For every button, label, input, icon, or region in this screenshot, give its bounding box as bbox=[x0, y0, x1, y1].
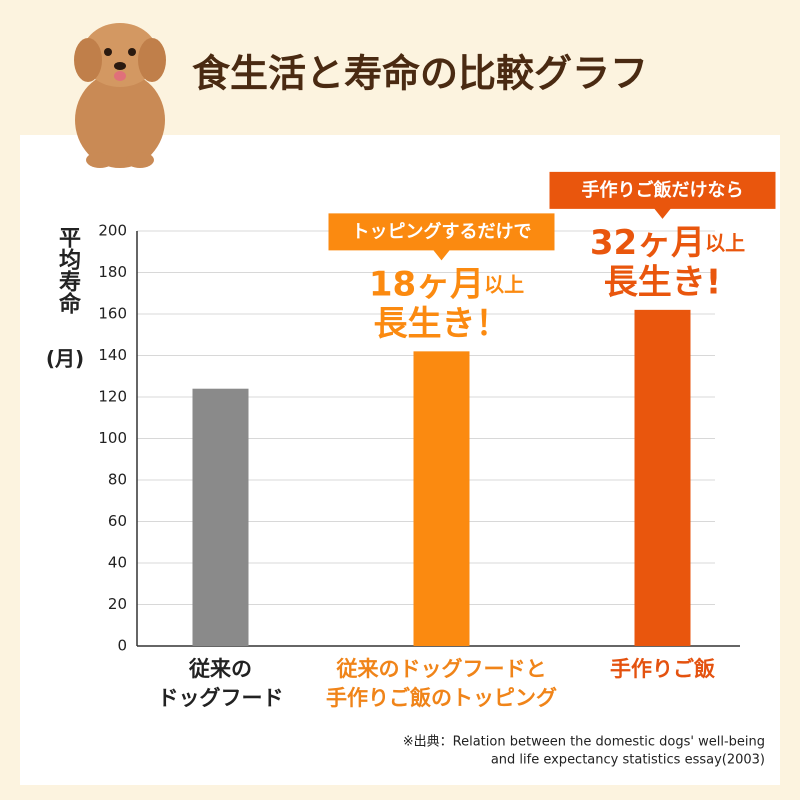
callout-headline: 長生き！ bbox=[374, 304, 510, 344]
x-tick-label: 従来の bbox=[188, 657, 252, 681]
y-tick-label: 140 bbox=[98, 346, 127, 364]
source-note: and life expectancy statistics essay(200… bbox=[491, 753, 765, 768]
y-tick-label: 180 bbox=[98, 263, 127, 281]
callout-box bbox=[328, 213, 555, 261]
callout-number: 32ヶ月 bbox=[590, 222, 705, 262]
chart-title: 食生活と寿命の比較グラフ bbox=[192, 52, 648, 96]
y-tick-label: 100 bbox=[98, 429, 127, 447]
callout-headline: 32ヶ月以上 bbox=[590, 222, 745, 262]
source-note: ※出典：Relation between the domestic dogs' … bbox=[403, 735, 765, 750]
bar bbox=[413, 351, 470, 646]
y-tick-label: 200 bbox=[98, 222, 127, 240]
callout-box bbox=[549, 171, 776, 219]
y-tick-label: 60 bbox=[108, 512, 127, 530]
x-tick-label: 従来のドッグフードと bbox=[336, 657, 547, 681]
y-tick-label: 40 bbox=[108, 554, 127, 572]
x-tick-label: 手作りご飯 bbox=[610, 657, 715, 681]
x-tick-label: 手作りご飯のトッピング bbox=[326, 686, 557, 710]
callout-text: トッピングするだけで bbox=[352, 220, 532, 242]
y-tick-label: 20 bbox=[108, 595, 127, 613]
callout-number: 18ヶ月 bbox=[369, 264, 484, 304]
y-tick-label: 120 bbox=[98, 388, 127, 406]
dog-illustration bbox=[74, 23, 166, 168]
callout-headline: 長生き! bbox=[604, 262, 722, 302]
x-tick-label: ドッグフード bbox=[158, 686, 284, 710]
y-axis-unit: (月) bbox=[46, 347, 84, 371]
callout-headline: 18ヶ月以上 bbox=[369, 264, 524, 304]
callout-suffix: 以上 bbox=[484, 272, 524, 296]
callout-text: 手作りご飯だけなら bbox=[582, 179, 744, 201]
callout-suffix: 以上 bbox=[705, 230, 745, 254]
y-axis-label: 平均寿命 bbox=[55, 226, 81, 315]
y-tick-label: 80 bbox=[108, 471, 127, 489]
y-tick-label: 0 bbox=[117, 637, 127, 655]
bar bbox=[192, 388, 249, 646]
bar bbox=[634, 309, 691, 646]
y-tick-label: 160 bbox=[98, 305, 127, 323]
